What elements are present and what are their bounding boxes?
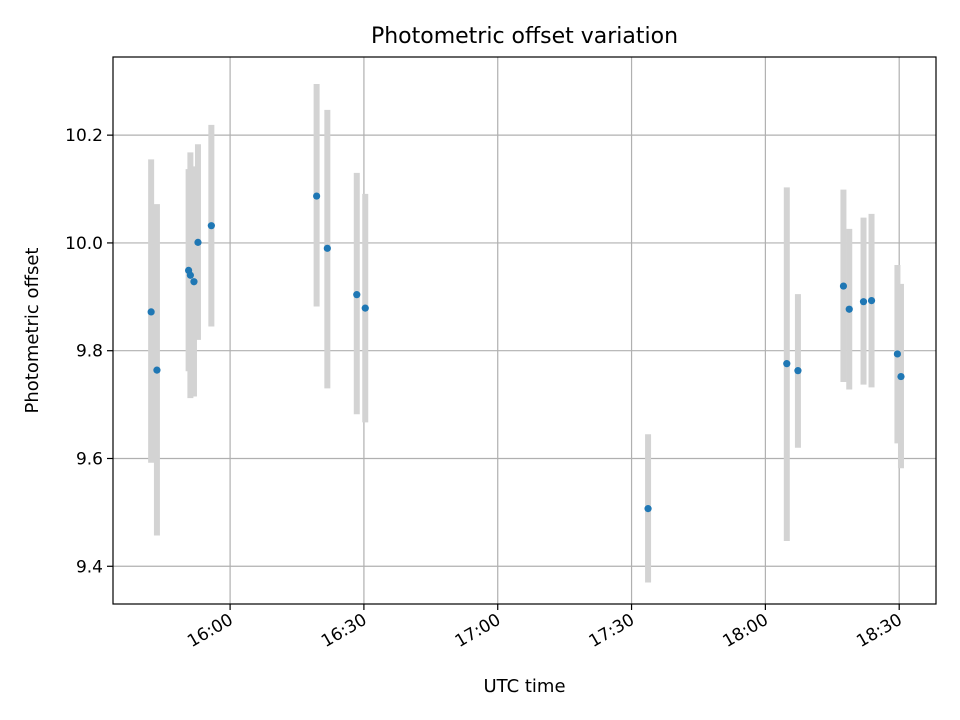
data-point [323, 244, 331, 252]
data-point [190, 278, 198, 286]
y-tick-label: 9.8 [76, 342, 103, 362]
data-point [644, 505, 652, 513]
y-tick-label: 9.4 [76, 557, 103, 577]
data-point [839, 282, 848, 290]
y-tick-label: 9.6 [76, 449, 103, 469]
grid [113, 57, 936, 604]
data-point [783, 360, 791, 368]
y-tick-label: 10.2 [65, 126, 103, 146]
x-axis: 16:00 16:30 17:00 17:30 18:00 18:30 [184, 604, 906, 652]
data-point [361, 304, 369, 312]
data-point [194, 238, 202, 246]
data-point [313, 192, 321, 200]
data-point [147, 308, 155, 316]
x-axis-label: UTC time [483, 676, 565, 697]
x-tick-label: 17:30 [586, 610, 638, 652]
data-point [845, 305, 853, 313]
data-point [207, 222, 215, 230]
chart-title: Photometric offset variation [371, 24, 678, 49]
data-point [859, 298, 868, 306]
data-points [147, 192, 905, 513]
plot-frame [112, 56, 937, 605]
y-axis-label: Photometric offset [22, 248, 43, 414]
error-bars [148, 83, 904, 583]
x-tick-label: 17:00 [452, 610, 504, 652]
y-tick-label: 10.0 [65, 234, 103, 254]
data-point [867, 296, 876, 305]
data-point [893, 350, 902, 358]
data-point [353, 291, 361, 299]
data-point [794, 367, 802, 375]
x-tick-label: 16:00 [184, 610, 236, 652]
data-point [897, 372, 905, 381]
y-axis: 9.4 9.6 9.8 10.0 10.2 [65, 126, 113, 577]
x-tick-label: 18:00 [719, 610, 771, 652]
x-tick-label: 16:30 [318, 610, 370, 652]
data-point [153, 366, 161, 374]
x-tick-label: 18:30 [853, 610, 905, 652]
data-point [186, 271, 194, 279]
